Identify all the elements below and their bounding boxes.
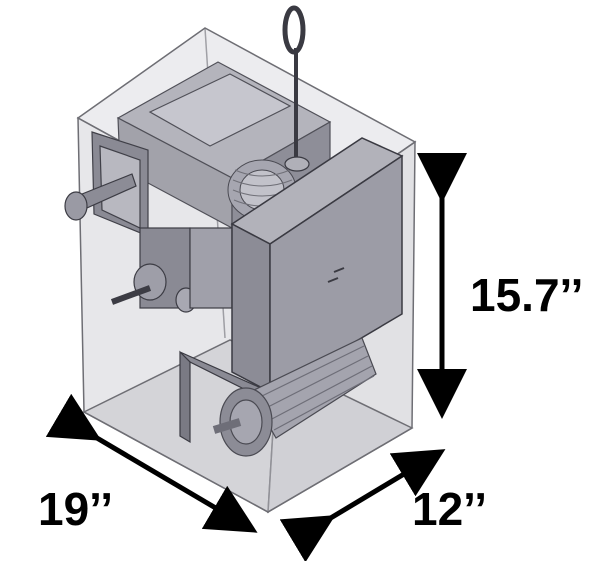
depth-dimension-arrow <box>279 449 446 563</box>
depth-dimension-label: 12’’ <box>412 483 488 535</box>
side-shaft <box>110 227 233 313</box>
lift-eye-rod <box>282 5 310 172</box>
height-dimension-label: 15.7’’ <box>470 269 584 321</box>
motor-cover-box <box>230 137 404 394</box>
crank-handle <box>64 173 137 221</box>
width-dimension-label: 19’’ <box>38 483 114 535</box>
width-dimension-arrow <box>45 393 258 533</box>
